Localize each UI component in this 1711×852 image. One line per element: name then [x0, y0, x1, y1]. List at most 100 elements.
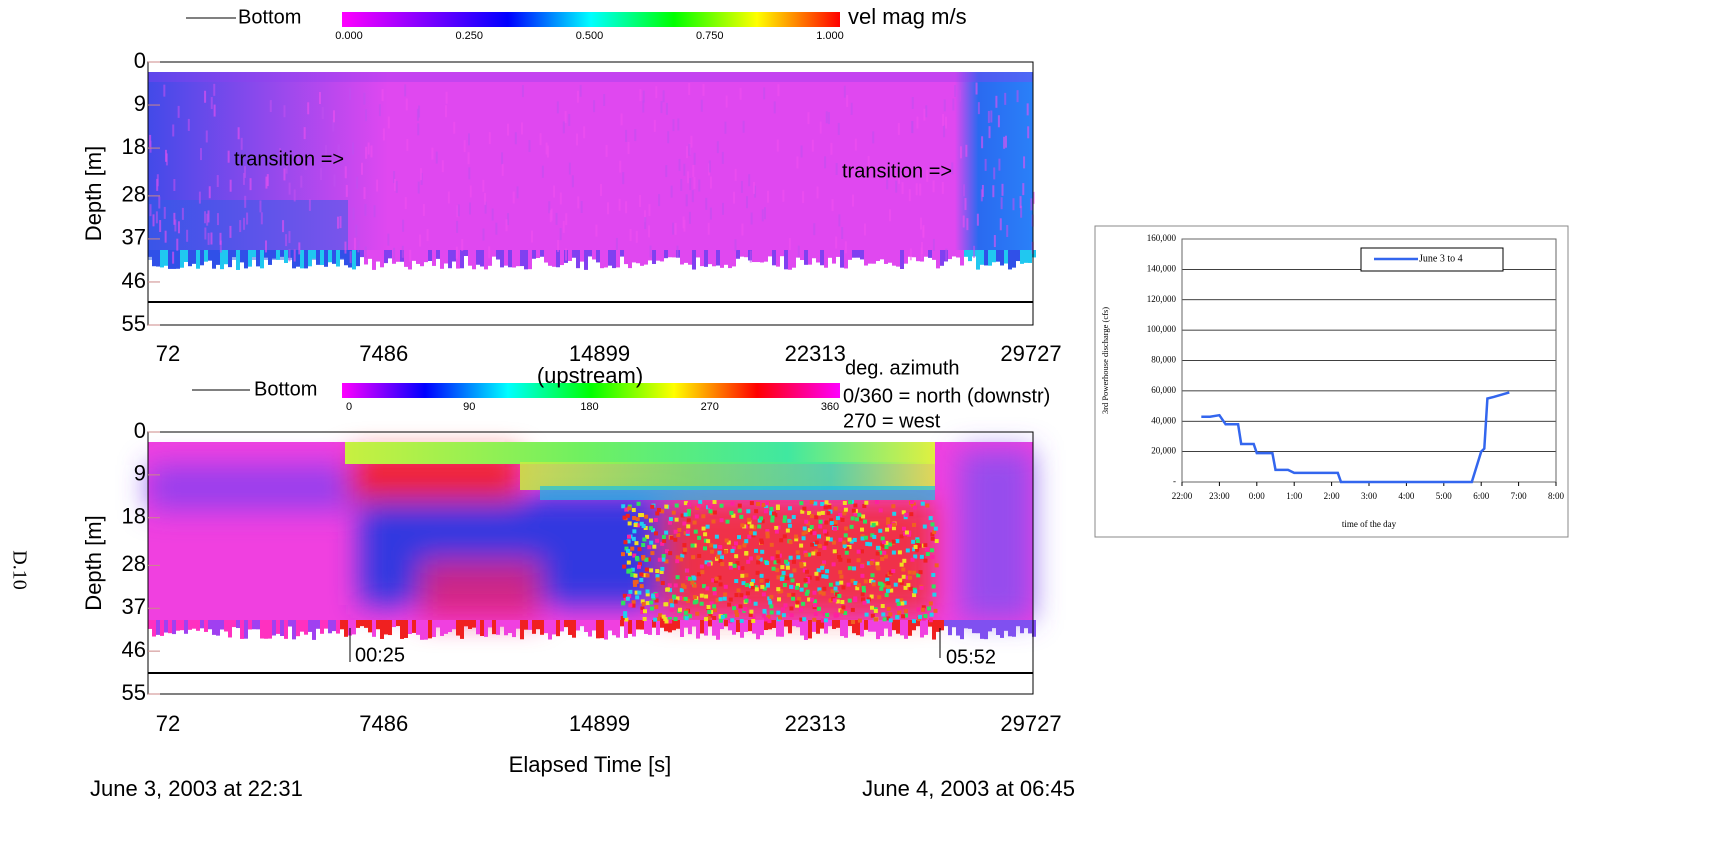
heatmap-cell [716, 620, 720, 640]
heatmap-cell [1006, 224, 1009, 237]
heatmap-cell [780, 565, 785, 570]
heatmap-cell [172, 620, 176, 635]
heatmap-cell [623, 614, 628, 619]
heatmap-cell [665, 165, 668, 178]
heatmap-cell [860, 620, 864, 637]
heatmap-cell [724, 620, 728, 627]
heatmap-cell [820, 519, 825, 524]
heatmap-cell [684, 250, 688, 263]
heatmap-cell [596, 250, 600, 263]
heatmap-cell [507, 123, 510, 136]
heatmap-cell [556, 250, 560, 268]
y-tick-label: 120,000 [1147, 294, 1177, 304]
heatmap-cell [283, 105, 286, 118]
x-tick-label: 22313 [785, 711, 846, 736]
heatmap-cell [852, 620, 856, 634]
heatmap-cell [620, 250, 624, 257]
heatmap-cell [718, 582, 723, 587]
heatmap-cell [456, 205, 459, 218]
heatmap-cell [807, 112, 810, 125]
heatmap-cell [736, 535, 741, 540]
heatmap-cell [404, 197, 407, 210]
heatmap-cell [690, 543, 695, 548]
heatmap-cell [546, 145, 549, 158]
heatmap-cell [824, 500, 829, 505]
heatmap-cell [612, 620, 616, 636]
heatmap-cell [680, 513, 685, 518]
heatmap-cell [870, 573, 875, 578]
heatmap-cell [740, 250, 744, 257]
heatmap-cell [623, 597, 628, 602]
heatmap-cell [844, 526, 849, 531]
heatmap-cell [705, 197, 708, 210]
heatmap-cell [909, 248, 912, 261]
heatmap-cell [664, 620, 668, 632]
heatmap-cell [749, 501, 754, 506]
heatmap-cell [364, 203, 367, 216]
heatmap-cell [239, 220, 242, 233]
heatmap-cell [714, 576, 719, 581]
heatmap-cell [845, 546, 850, 551]
heatmap-cell [821, 563, 826, 568]
heatmap-cell [639, 194, 642, 207]
heatmap-cell [865, 541, 870, 546]
heatmap-cell [645, 573, 650, 578]
heatmap-cell [628, 603, 633, 608]
heatmap-cell [440, 620, 444, 636]
heatmap-cell [831, 562, 836, 567]
heatmap-cell [677, 118, 680, 131]
heatmap-cell [667, 583, 672, 588]
heatmap-cell [654, 593, 659, 598]
heatmap-cell [637, 547, 642, 552]
y-tick-label: 37 [122, 225, 146, 250]
heatmap-cell [376, 179, 379, 192]
heatmap-cell [936, 250, 940, 269]
heatmap-cell [708, 160, 711, 173]
heatmap-cell [565, 248, 568, 261]
y-tick-label: 80,000 [1151, 355, 1176, 365]
heatmap-cell [769, 542, 774, 547]
heatmap-cell [748, 612, 753, 617]
heatmap-cell [672, 250, 676, 258]
heatmap-cell [345, 184, 348, 197]
heatmap-cell [344, 166, 347, 179]
heatmap-cell [789, 573, 794, 578]
heatmap-cell [152, 214, 155, 227]
heatmap-cell [712, 587, 717, 592]
heatmap-cell [878, 508, 883, 513]
heatmap-cell [833, 506, 838, 511]
heatmap-cell [803, 530, 808, 535]
heatmap-cell [869, 594, 874, 599]
heatmap-cell [886, 585, 891, 590]
heatmap-cell [456, 620, 460, 636]
heatmap-cell [906, 583, 911, 588]
heatmap-cell [352, 207, 355, 220]
heatmap-cell [364, 109, 367, 122]
heatmap-cell [888, 612, 893, 617]
heatmap-cell [888, 542, 893, 547]
heatmap-cell [746, 509, 751, 514]
heatmap-cell [695, 611, 700, 616]
heatmap-cell [622, 564, 627, 569]
heatmap-cell [521, 85, 524, 98]
heatmap-cell [604, 620, 608, 640]
heatmap-cell [723, 584, 728, 589]
heatmap-cell [759, 573, 764, 578]
heatmap-cell [635, 517, 640, 522]
heatmap-cell [752, 531, 757, 536]
heatmap-cell [435, 151, 438, 164]
heatmap-cell [670, 603, 675, 608]
y-tick-label: - [1173, 476, 1176, 486]
heatmap-cell [822, 612, 827, 617]
heatmap-cell [868, 620, 872, 632]
heatmap-cell [631, 508, 636, 513]
heatmap-cell [718, 544, 723, 549]
heatmap-cell [880, 536, 885, 541]
heatmap-cell [694, 514, 699, 519]
heatmap-cell [293, 249, 296, 262]
heatmap-cell [930, 536, 935, 541]
heatmap-cell [1020, 250, 1024, 264]
heatmap-cell [653, 119, 656, 132]
heatmap-cell [860, 534, 865, 539]
heatmap-cell [712, 500, 717, 505]
